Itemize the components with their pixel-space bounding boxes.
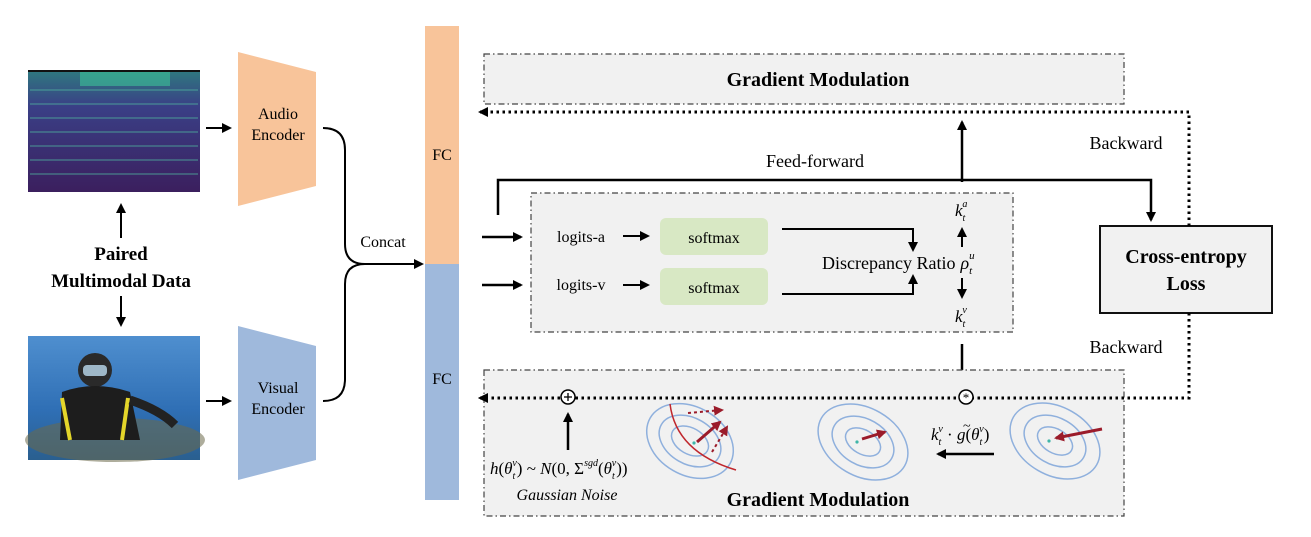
- feed-forward-arrow: [496, 178, 1156, 222]
- contour-plot-original: [1009, 402, 1101, 480]
- backward-label-bottom: Backward: [1090, 337, 1163, 357]
- arrow-softmax-a-to-ratio: [782, 228, 918, 252]
- audio-encoder-label-line2: Encoder: [251, 127, 305, 144]
- svg-text:*: *: [963, 390, 970, 405]
- arrow-softmax-v-to-ratio: [782, 274, 918, 295]
- noisy-gradient-arrow-2: [696, 420, 722, 444]
- scaled-gradient-arrow: [861, 429, 887, 441]
- visual-encoder: Visual Encoder: [238, 326, 316, 480]
- visual-encoder-shape: [238, 326, 316, 480]
- noisy-gradient-arrow-3: [711, 425, 729, 453]
- softmax-a-box: [660, 218, 768, 255]
- softmax-v-label: softmax: [688, 280, 740, 297]
- noise-formula: h(θtv) ~ N(0, Σsgd(θtv)): [490, 458, 628, 482]
- multiply-operator-icon: *: [958, 389, 974, 405]
- k-v-label: ktv: [955, 305, 967, 330]
- spectrogram-image: [28, 70, 200, 192]
- g-tilde-mark: ~: [963, 419, 971, 434]
- diver-image: [25, 336, 205, 462]
- feed-forward-label: Feed-forward: [766, 151, 864, 171]
- fc-visual-label: FC: [432, 371, 452, 388]
- softmax-a-label: softmax: [688, 230, 740, 247]
- loss-label-line1: Cross-entropy: [1125, 246, 1246, 268]
- gaussian-noise-label: Gaussian Noise: [517, 487, 618, 504]
- backward-arrow-top: [478, 107, 1191, 226]
- paired-label-line2: Multimodal Data: [51, 271, 191, 292]
- paired-label-line1: Paired: [94, 244, 148, 265]
- cross-entropy-loss-box: [1099, 225, 1273, 314]
- fc-audio-label: FC: [432, 147, 452, 164]
- fc-audio-bar: [425, 26, 459, 264]
- discrepancy-ratio-label: Discrepancy Ratio ρtu: [822, 250, 975, 277]
- gradient-modulation-bottom-label: Gradient Modulation: [727, 489, 910, 511]
- backward-arrow-bottom: [478, 313, 1191, 403]
- k-a-label: kta: [955, 199, 967, 224]
- add-operator-icon: [560, 389, 576, 405]
- loss-label-line2: Loss: [1167, 273, 1206, 295]
- logits-v-label: logits-v: [557, 277, 606, 294]
- fc-visual-bar: [425, 264, 459, 500]
- concat-label: Concat: [360, 234, 406, 251]
- discrepancy-box: [530, 192, 1014, 333]
- gradient-modulation-top-box: [483, 53, 1125, 105]
- logits-a-label: logits-a: [557, 229, 605, 246]
- contour-plot-scaled: [817, 403, 909, 481]
- audio-encoder-label-line1: Audio: [258, 106, 298, 123]
- concat-brace: [322, 127, 366, 402]
- audio-encoder-shape: [238, 52, 316, 206]
- visual-encoder-label-line1: Visual: [258, 380, 299, 397]
- audio-encoder: Audio Encoder: [238, 52, 316, 206]
- gradient-modulation-top-label: Gradient Modulation: [727, 69, 910, 91]
- gradient-modulation-bottom-box: [483, 369, 1125, 517]
- contour-plot-noisy: [645, 402, 737, 480]
- backward-label-top: Backward: [1090, 133, 1163, 153]
- original-gradient-arrow: [1054, 427, 1103, 442]
- visual-encoder-label-line2: Encoder: [251, 401, 305, 418]
- softmax-v-box: [660, 268, 768, 305]
- scaled-gradient-formula: ktv · g(θtv): [931, 424, 989, 448]
